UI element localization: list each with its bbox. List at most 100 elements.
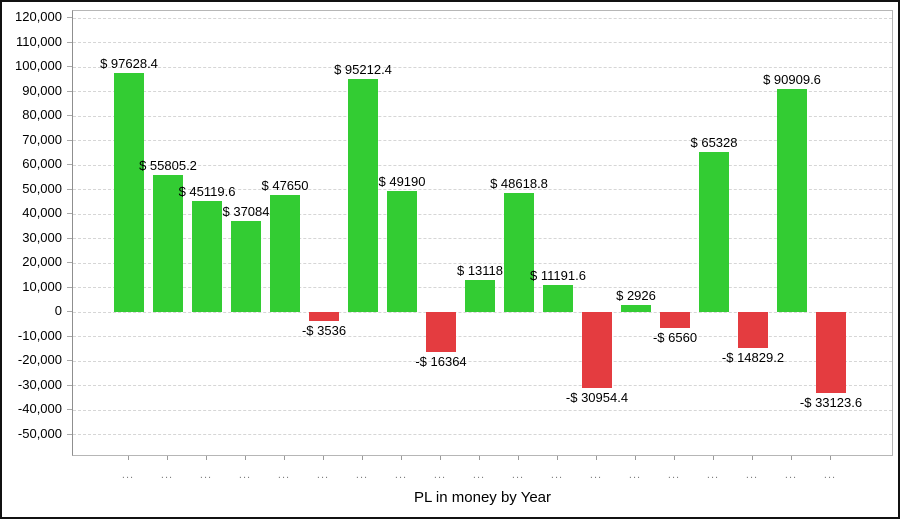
x-axis-tick <box>284 456 285 460</box>
bar-positive <box>387 191 417 312</box>
bar-positive <box>270 195 300 312</box>
bar-value-label: -$ 33123.6 <box>799 395 863 411</box>
gridline <box>73 336 892 337</box>
y-axis-label: 0 <box>54 303 62 318</box>
x-axis-label: ... <box>784 469 798 481</box>
y-axis-label: 20,000 <box>22 254 62 269</box>
x-axis-tick <box>362 456 363 460</box>
y-axis-label: 40,000 <box>22 205 62 220</box>
y-axis-tick <box>67 311 72 312</box>
bar-value-label: $ 13118 <box>456 262 504 278</box>
bar-value-label: $ 49190 <box>378 174 426 190</box>
x-axis-label: ... <box>628 469 642 481</box>
gridline <box>73 66 892 68</box>
x-axis-tick <box>401 456 402 460</box>
y-axis-tick <box>67 237 72 239</box>
bar-positive <box>621 304 651 312</box>
gridline <box>73 140 892 141</box>
bar-positive <box>699 151 729 312</box>
y-axis-tick <box>67 433 72 435</box>
x-axis-label: ... <box>238 469 252 481</box>
x-axis-tick <box>674 456 675 460</box>
y-axis-tick <box>67 139 72 141</box>
bar-value-label: $ 45119.6 <box>178 184 236 200</box>
gridline <box>73 115 892 117</box>
bar-positive <box>114 72 144 312</box>
bar-value-label: -$ 16364 <box>415 354 467 370</box>
gridline <box>73 91 892 92</box>
x-axis-tick <box>596 456 597 460</box>
plot-area: $ 97628.4 $ 55805.2 $ 45119.6 $ 37084 $ 4765… <box>72 10 893 456</box>
bar-positive <box>504 192 534 312</box>
x-axis-tick <box>518 456 519 460</box>
x-axis-tick <box>479 456 480 460</box>
gridline <box>73 213 892 215</box>
y-axis-label: 90,000 <box>22 82 62 98</box>
y-axis-label: 30,000 <box>22 229 62 245</box>
bar-negative <box>582 312 612 388</box>
x-axis-label: ... <box>511 469 525 481</box>
y-axis-tick <box>67 164 72 165</box>
y-axis-tick <box>67 66 72 67</box>
gridline <box>73 385 892 386</box>
y-axis-label: -10,000 <box>17 327 62 343</box>
bar-positive <box>153 175 183 312</box>
x-axis-label: ... <box>706 469 720 481</box>
y-axis-tick <box>67 384 72 386</box>
y-axis-label: 110,000 <box>15 33 62 49</box>
x-axis-label: ... <box>121 469 135 481</box>
gridline <box>73 17 892 19</box>
y-axis-label: -20,000 <box>17 352 62 367</box>
bar-value-label: $ 2926 <box>616 287 656 303</box>
y-axis-tick <box>67 409 72 410</box>
bar-value-label: $ 37084 <box>222 204 270 220</box>
y-axis-label: 100,000 <box>15 58 62 73</box>
gridline <box>73 409 892 411</box>
x-axis-tick <box>206 456 207 460</box>
x-axis-label: ... <box>745 469 759 481</box>
bar-value-label: $ 11191.6 <box>530 267 586 283</box>
y-axis-tick <box>67 335 72 337</box>
x-axis-tick <box>635 456 636 460</box>
y-axis-label: 60,000 <box>22 156 62 171</box>
x-axis-label: ... <box>433 469 447 481</box>
y-axis-tick <box>67 213 72 214</box>
x-axis-label: ... <box>277 469 291 481</box>
y-axis-label: 80,000 <box>22 107 62 122</box>
bar-value-label: -$ 30954.4 <box>565 389 629 405</box>
x-axis-label: ... <box>160 469 174 481</box>
y-axis-tick <box>67 360 72 361</box>
y-axis: 120,000 110,000 100,000 90,000 80,000 70,000 6… <box>2 2 72 517</box>
bar-positive <box>192 201 222 312</box>
x-axis-label: ... <box>667 469 681 481</box>
gridline <box>73 311 892 313</box>
x-axis-label: ... <box>472 469 486 481</box>
x-axis: ........................................… <box>2 456 898 490</box>
bar-value-label: $ 48618.8 <box>490 175 548 191</box>
bar-positive <box>465 279 495 312</box>
bar-negative <box>426 312 456 353</box>
y-axis-tick <box>67 41 72 43</box>
x-axis-tick <box>245 456 246 460</box>
x-axis-tick <box>323 456 324 460</box>
y-axis-tick <box>67 17 72 18</box>
gridline <box>73 42 892 43</box>
gridline <box>73 189 892 190</box>
x-axis-tick <box>791 456 792 460</box>
x-axis-label: ... <box>355 469 369 481</box>
y-axis-label: 70,000 <box>22 131 62 147</box>
y-axis-label: -50,000 <box>17 425 62 441</box>
x-axis-tick <box>128 456 129 460</box>
gridline <box>73 434 892 435</box>
x-axis-label: ... <box>394 469 408 481</box>
x-axis-tick <box>167 456 168 460</box>
gridline <box>73 360 892 362</box>
x-axis-label: ... <box>316 469 330 481</box>
bar-value-label: $ 95212.4 <box>334 61 392 77</box>
bar-negative <box>816 312 846 394</box>
chart-title: PL in money by Year <box>413 489 552 506</box>
x-axis-label: ... <box>589 469 603 481</box>
x-axis-tick <box>752 456 753 460</box>
y-axis-label: -40,000 <box>17 401 62 416</box>
